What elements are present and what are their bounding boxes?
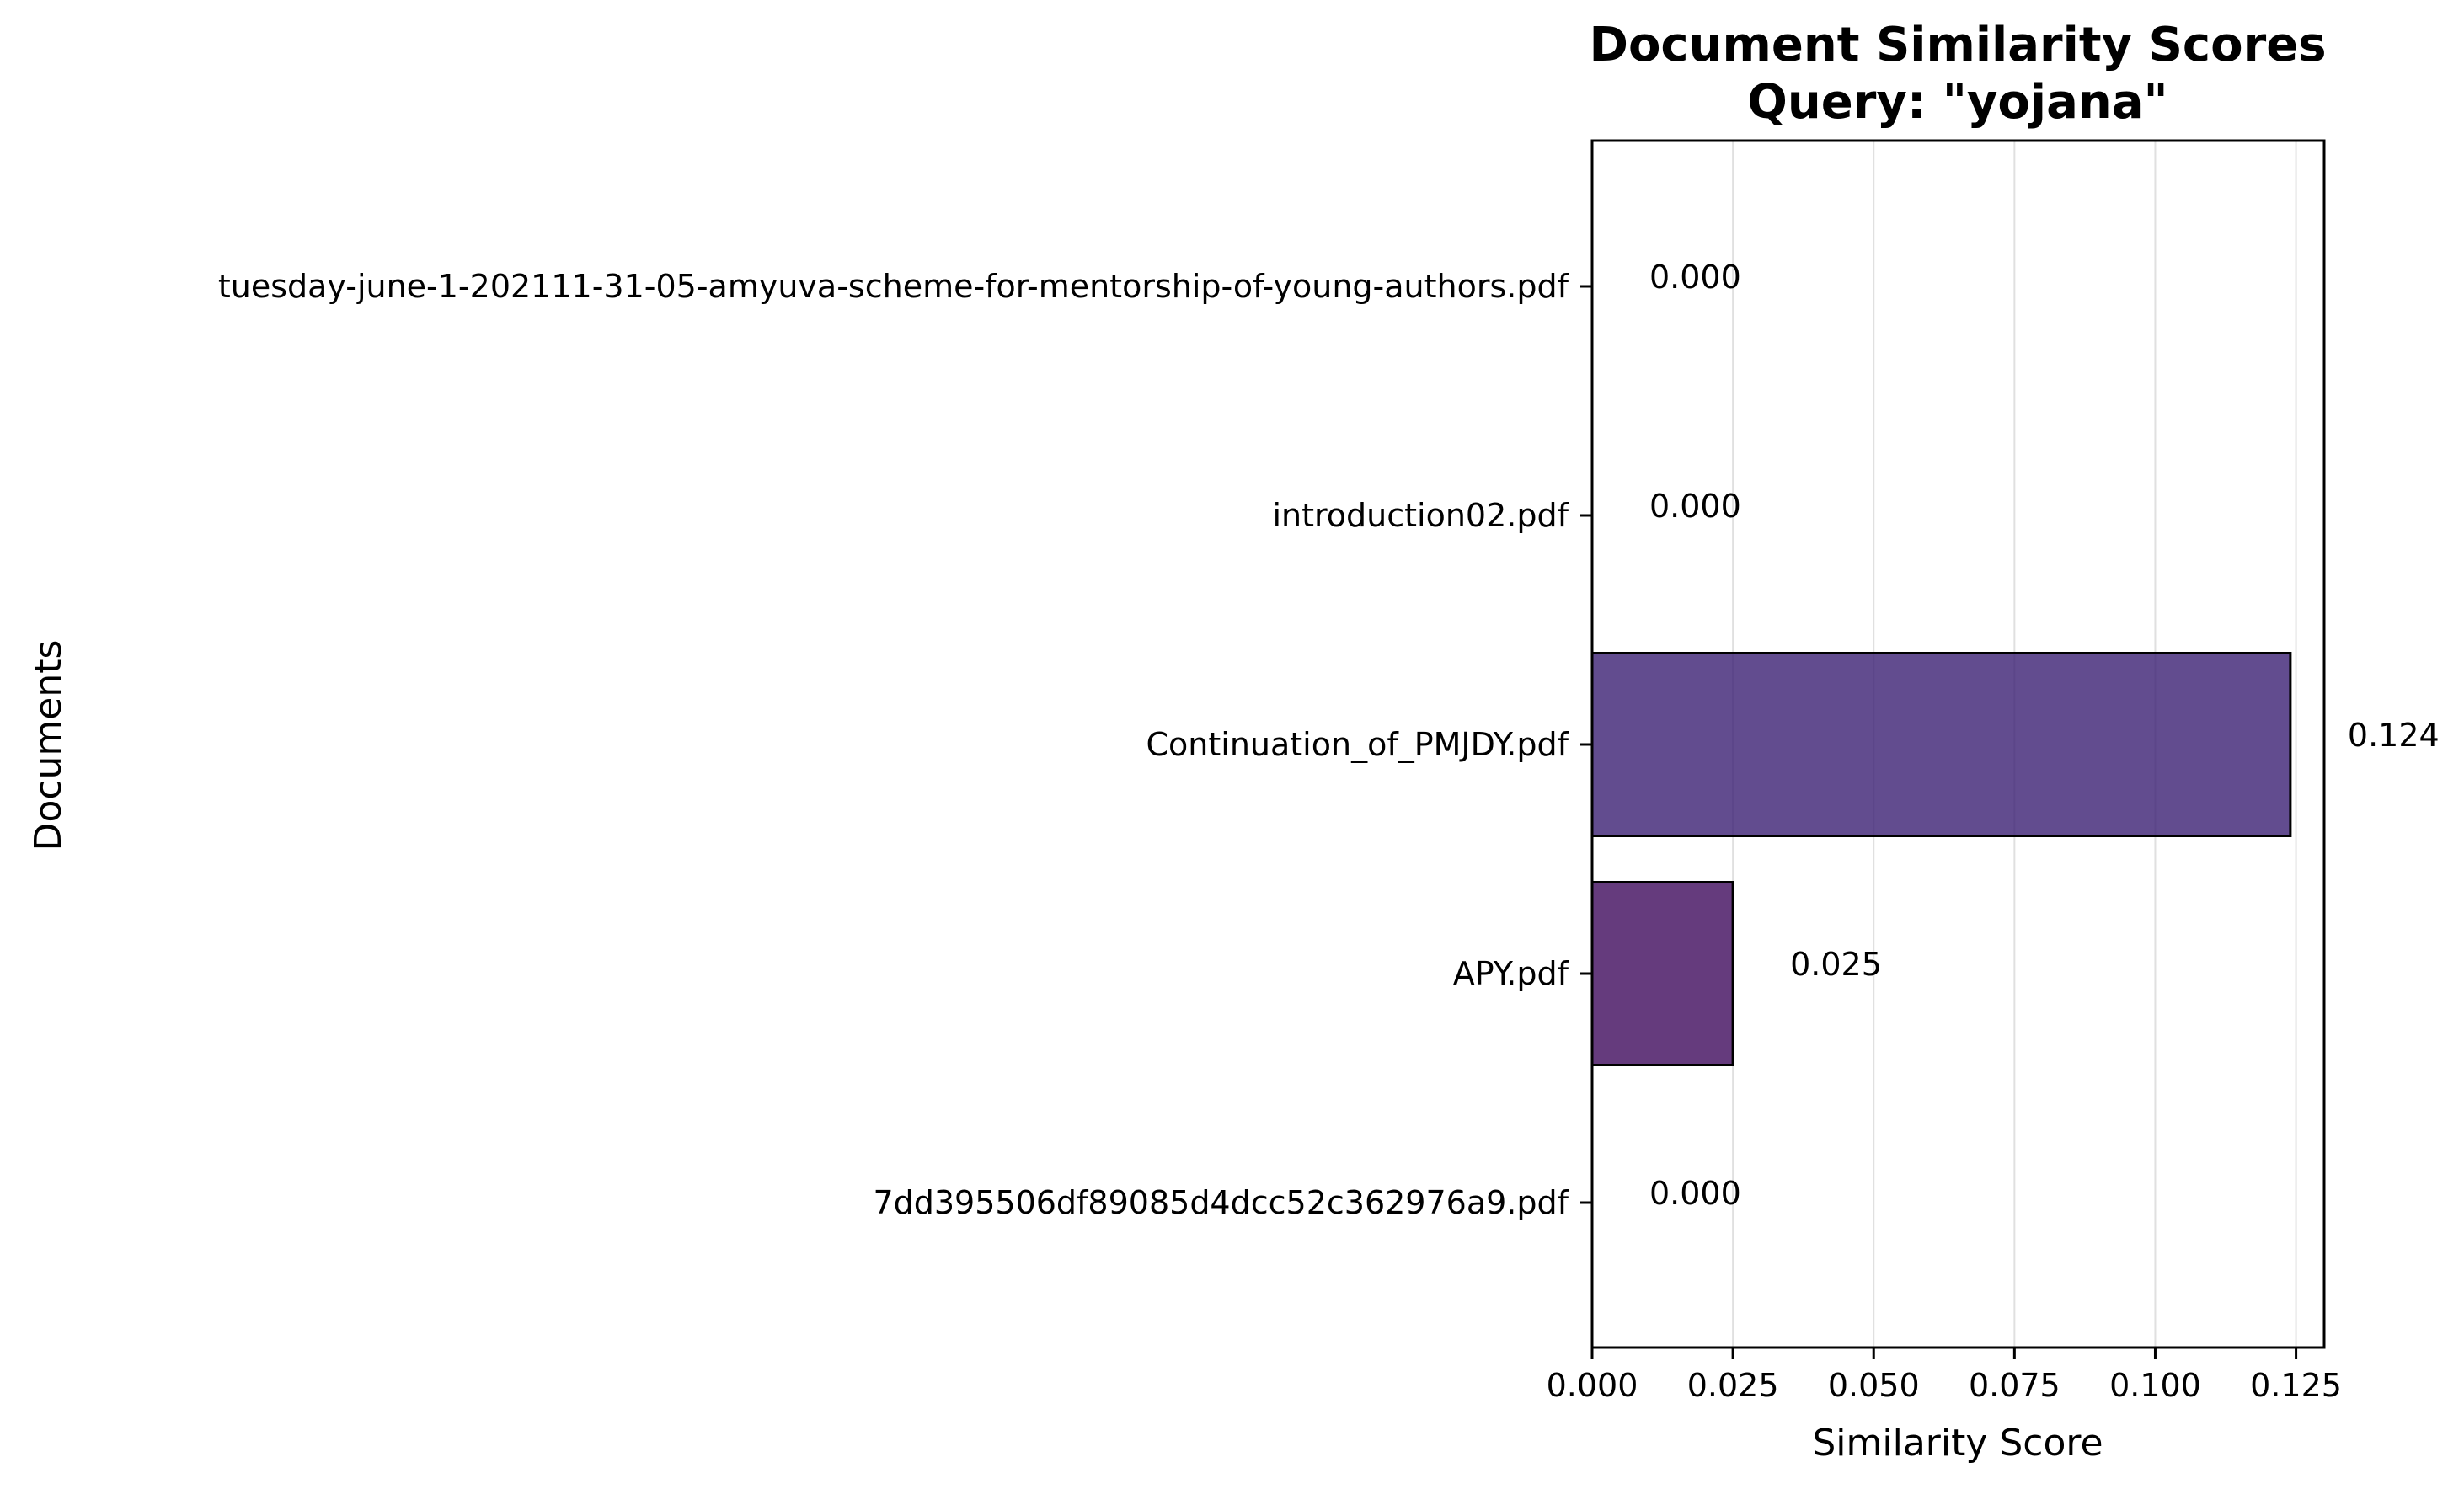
y-tick-label: introduction02.pdf <box>1272 497 1569 534</box>
x-tick-label: 0.000 <box>1547 1367 1638 1404</box>
y-tick-label: APY.pdf <box>1453 955 1570 992</box>
x-tick-label: 0.100 <box>2109 1367 2201 1404</box>
bar <box>1590 881 1734 1066</box>
x-tick-label: 0.125 <box>2250 1367 2342 1404</box>
y-tick-label: Continuation_of_PMJDY.pdf <box>1146 726 1570 763</box>
tick-layer: 0.000 0.025 0.050 0.075 0.100 0.125 <box>1547 285 2342 1404</box>
bar-value-label: 0.124 <box>2348 717 2440 754</box>
y-axis-label: Documents <box>27 640 70 851</box>
x-axis-label: Similarity Score <box>1812 1422 2103 1465</box>
x-tick-label: 0.050 <box>1828 1367 1920 1404</box>
y-tick-label: tuesday-june-1-202111-31-05-amyuva-schem… <box>218 268 1570 305</box>
bar-value-label: 0.000 <box>1649 259 1741 296</box>
x-tick-label: 0.025 <box>1687 1367 1779 1404</box>
bar-value-label: 0.000 <box>1649 1175 1741 1212</box>
chart-subtitle: Query: "yojana" <box>1747 75 2167 130</box>
x-tick-label: 0.075 <box>1969 1367 2060 1404</box>
bar-layer <box>1590 652 2292 1066</box>
bar <box>1590 652 2292 837</box>
bar-value-label: 0.025 <box>1790 946 1882 983</box>
label-layer: Document Similarity Scores Query: "yojan… <box>27 18 2440 1465</box>
bar-value-label: 0.000 <box>1649 488 1741 525</box>
chart-title: Document Similarity Scores <box>1589 18 2326 72</box>
y-tick-label: 7dd395506df89085d4dcc52c362976a9.pdf <box>873 1184 1569 1221</box>
